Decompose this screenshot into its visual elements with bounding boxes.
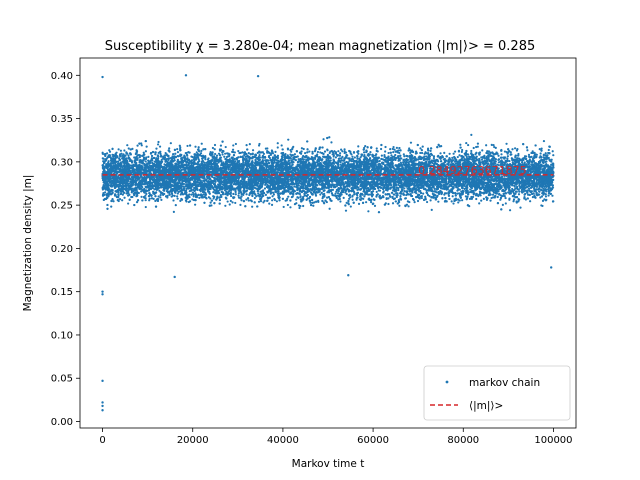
scatter-point [237, 194, 240, 197]
scatter-point [432, 157, 435, 160]
scatter-point [282, 205, 285, 209]
scatter-point [200, 142, 203, 145]
scatter-point [399, 195, 402, 198]
scatter-point [451, 156, 454, 159]
scatter-point [470, 149, 473, 153]
scatter-point [130, 161, 134, 164]
scatter-point [142, 151, 145, 154]
scatter-point [302, 204, 305, 208]
scatter-point [529, 200, 532, 203]
scatter-point [152, 197, 155, 200]
scatter-point [159, 194, 162, 197]
scatter-point [356, 157, 359, 160]
scatter-point [527, 187, 531, 190]
scatter-point [353, 156, 356, 159]
scatter-point [409, 193, 412, 196]
scatter-point [452, 152, 455, 155]
scatter-point [443, 157, 447, 161]
scatter-point [363, 146, 366, 150]
scatter-point [286, 203, 289, 207]
scatter-point [239, 203, 242, 206]
scatter-point [344, 209, 348, 212]
scatter-point [248, 143, 251, 146]
scatter-point [482, 197, 485, 200]
scatter-point [403, 155, 406, 158]
scatter-point [321, 146, 324, 149]
scatter-point [219, 193, 222, 197]
scatter-point [538, 148, 541, 151]
scatter-point [520, 161, 524, 164]
scatter-point [475, 197, 478, 201]
scatter-point [413, 200, 416, 204]
scatter-point [276, 146, 279, 149]
scatter-point [126, 144, 129, 147]
scatter-point [463, 187, 466, 190]
scatter-point [262, 152, 265, 155]
scatter-point [190, 193, 193, 196]
scatter-points [101, 74, 555, 412]
scatter-point [237, 192, 240, 195]
scatter-point [270, 203, 274, 206]
scatter-point [430, 208, 433, 211]
scatter-point [191, 191, 194, 194]
scatter-point [330, 141, 333, 144]
scatter-point [316, 150, 320, 154]
scatter-point [174, 204, 177, 207]
scatter-point [452, 202, 455, 205]
scatter-point [461, 199, 464, 202]
scatter-point [219, 144, 223, 147]
scatter-point [287, 138, 290, 141]
scatter-point [511, 148, 514, 151]
scatter-point [384, 145, 387, 149]
scatter-point [544, 152, 547, 155]
scatter-point [263, 187, 267, 190]
scatter-point [470, 133, 473, 136]
scatter-point [319, 193, 322, 196]
scatter-point [505, 142, 508, 145]
scatter-point [135, 201, 139, 204]
scatter-point [489, 199, 492, 202]
chart-title: Susceptibility χ = 3.280e-04; mean magne… [105, 39, 536, 54]
scatter-point [172, 210, 175, 213]
scatter-point [234, 142, 237, 146]
scatter-point [409, 151, 412, 154]
scatter-point [425, 200, 429, 204]
scatter-point [136, 144, 139, 147]
scatter-point [223, 155, 226, 158]
scatter-point [240, 199, 243, 202]
scatter-point [226, 200, 229, 203]
scatter-point [174, 152, 177, 155]
scatter-point [421, 145, 424, 148]
scatter-point [379, 147, 383, 151]
scatter-point [513, 147, 517, 150]
scatter-point [551, 194, 554, 197]
scatter-point [313, 201, 316, 204]
scatter-point [425, 155, 428, 158]
scatter-point [176, 192, 179, 195]
scatter-point [350, 160, 353, 163]
scatter-point [212, 191, 215, 194]
scatter-point [398, 204, 401, 207]
scatter-point [392, 151, 395, 154]
scatter-point [119, 149, 122, 152]
scatter-point [395, 146, 398, 149]
scatter-point [517, 193, 521, 196]
scatter-point [144, 199, 147, 202]
scatter-point [486, 150, 489, 153]
scatter-point [384, 150, 387, 153]
scatter-point [439, 152, 442, 155]
scatter-point [190, 155, 193, 158]
